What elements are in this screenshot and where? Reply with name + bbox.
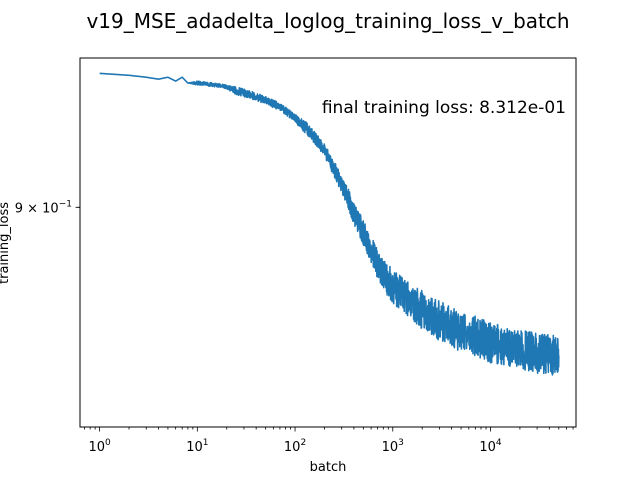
chart-title: v19_MSE_adadelta_loglog_training_loss_v_… (86, 9, 569, 33)
x-tick-label: 101 (186, 438, 208, 455)
series-line-0 (98, 72, 560, 376)
plot-frame (79, 57, 577, 428)
x-axis-ticks: 100 101 102 103 104 (84, 427, 574, 455)
y-tick-label: 9 × 10−1 (15, 199, 72, 216)
y-axis-label: training_loss (0, 202, 12, 284)
plot-area (98, 72, 560, 376)
final-loss-annotation: final training loss: 8.312e-01 (322, 98, 566, 118)
y-axis-ticks: 9 × 10−1 (15, 199, 80, 216)
x-tick-label: 102 (284, 438, 306, 455)
x-tick-label: 103 (382, 438, 404, 455)
x-axis-label: batch (310, 460, 347, 475)
x-tick-label: 104 (479, 438, 502, 455)
x-tick-label: 100 (88, 438, 111, 455)
